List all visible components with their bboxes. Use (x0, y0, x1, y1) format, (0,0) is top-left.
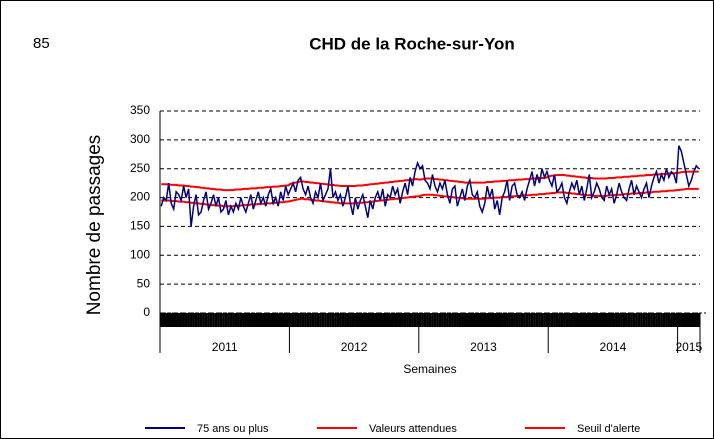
legend-label: 75 ans ou plus (197, 423, 269, 435)
y-tick-label: 50 (137, 276, 151, 290)
x-tick-label: 2011 (212, 340, 238, 354)
legend-label: Seuil d'alerte (577, 423, 640, 435)
series-line (161, 170, 699, 192)
y-tick-label: 100 (130, 247, 150, 261)
x-tick-label: 2013 (470, 340, 497, 354)
x-axis-label: Semaines (403, 362, 456, 376)
y-tick-label: 300 (130, 132, 150, 146)
x-tick-label: 2012 (341, 340, 368, 354)
x-tick-label: 2014 (600, 340, 627, 354)
legend-label: Valeurs attendues (369, 423, 457, 435)
page-number: 85 (33, 35, 50, 52)
y-tick-label: 200 (130, 190, 150, 204)
x-tick-label: 2015 (675, 340, 702, 354)
y-tick-label: 350 (130, 103, 150, 117)
y-axis-label: Nombre de passages (84, 135, 105, 316)
series-line (160, 145, 700, 227)
chart-title: CHD de la Roche-sur-Yon (309, 34, 515, 53)
y-tick-label: 0 (143, 305, 150, 319)
y-tick-label: 250 (130, 161, 150, 175)
y-tick-label: 150 (130, 219, 150, 233)
